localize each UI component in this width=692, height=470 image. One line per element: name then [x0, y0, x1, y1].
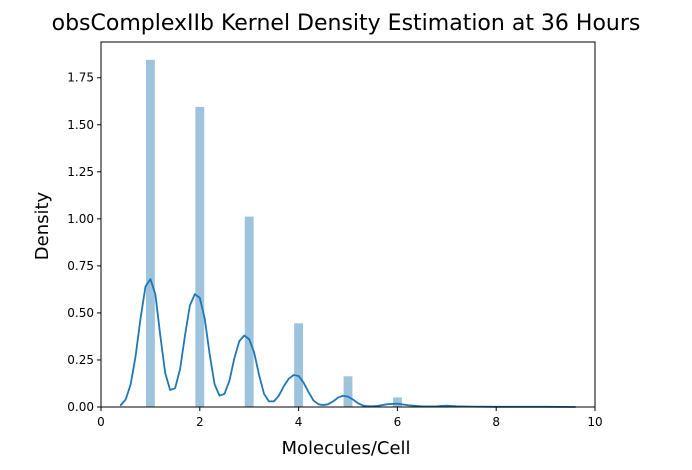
y-tick-label-5: 1.25	[67, 165, 94, 179]
y-tick-label-2: 0.50	[67, 306, 94, 320]
y-tick-label-4: 1.00	[67, 212, 94, 226]
x-tick-label-3: 6	[394, 415, 402, 429]
x-tick-label-1: 2	[196, 415, 204, 429]
y-axis-title: Density	[32, 191, 53, 260]
x-tick-label-5: 10	[587, 415, 602, 429]
y-tick-label-1: 0.25	[67, 353, 94, 367]
histogram-bar-5	[344, 376, 353, 407]
y-tick-label-6: 1.50	[67, 118, 94, 132]
x-tick-label-2: 4	[295, 415, 303, 429]
histogram-bars	[146, 60, 550, 407]
y-tick-label-0: 0.00	[67, 400, 94, 414]
histogram-bar-2	[195, 107, 204, 407]
histogram-bar-1	[146, 60, 155, 407]
x-tick-label-4: 8	[492, 415, 500, 429]
x-axis-title: Molecules/Cell	[281, 438, 410, 459]
plot-frame	[101, 42, 595, 407]
histogram-bar-3	[245, 217, 254, 407]
chart-title: obsComplexIIb Kernel Density Estimation …	[52, 11, 641, 36]
histogram-bar-6	[393, 397, 402, 407]
x-tick-label-0: 0	[97, 415, 105, 429]
y-tick-label-7: 1.75	[67, 71, 94, 85]
y-tick-label-3: 0.75	[67, 259, 94, 273]
histogram-bar-4	[294, 323, 303, 407]
